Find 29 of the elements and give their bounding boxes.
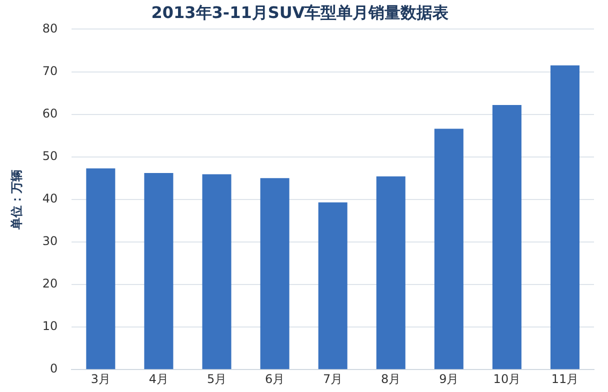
chart-title: 2013年3-11月SUV车型单月销量数据表 (151, 2, 450, 22)
x-tick-label: 5月 (206, 372, 227, 386)
x-tick-label: 10月 (493, 372, 521, 386)
x-tick-label: 4月 (148, 372, 169, 386)
bar (376, 176, 406, 370)
y-tick-label: 30 (42, 234, 58, 248)
bar (492, 104, 522, 370)
y-tick-label: 50 (42, 148, 58, 163)
bar (144, 173, 174, 370)
x-tick-label: 6月 (264, 372, 285, 386)
x-tick-label: 9月 (439, 372, 459, 386)
x-tick-label: 11月 (551, 372, 579, 386)
x-tick-label: 3月 (90, 372, 111, 386)
y-tick-label: 10 (42, 319, 58, 334)
y-tick-label: 60 (42, 106, 58, 120)
bar (260, 178, 290, 370)
x-tick-label: 7月 (323, 372, 343, 386)
y-tick-label: 40 (42, 192, 58, 206)
y-tick-label: 0 (50, 362, 58, 376)
y-tick-label: 80 (42, 21, 58, 36)
bar (318, 202, 348, 370)
bar (86, 168, 116, 370)
bar (550, 65, 580, 370)
bar (434, 128, 464, 370)
y-axis-title: 单位：万辆 (9, 169, 24, 230)
y-tick-label: 70 (42, 64, 58, 78)
x-tick-label: 8月 (381, 372, 401, 386)
y-tick-label: 20 (42, 276, 58, 291)
bar (202, 174, 232, 370)
